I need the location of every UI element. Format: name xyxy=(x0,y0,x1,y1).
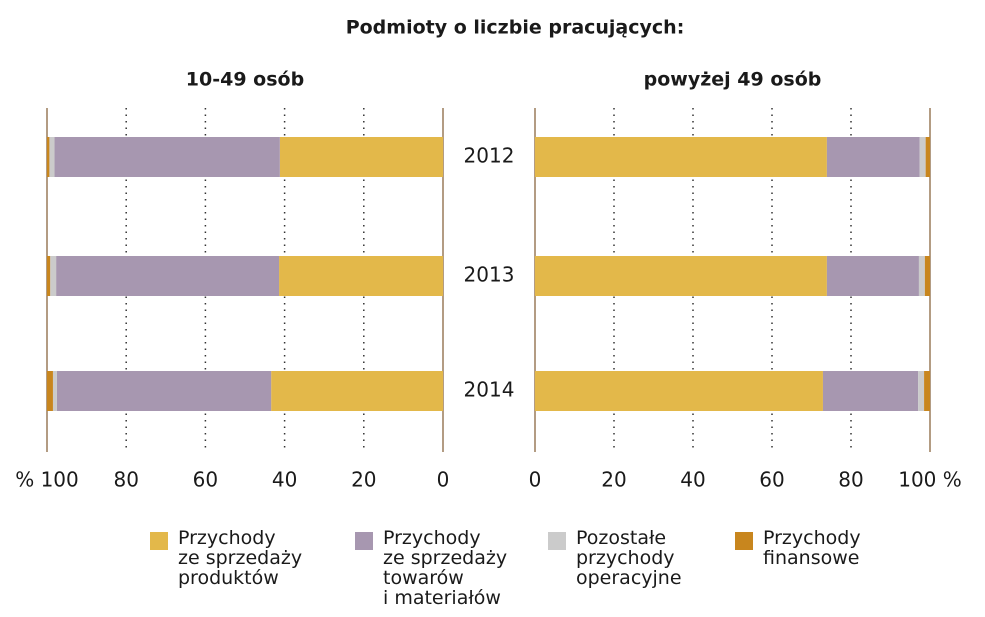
legend-label: Pozostałe przychody operacyjne xyxy=(576,527,682,589)
category-label: 2014 xyxy=(464,378,515,402)
bar-segment xyxy=(535,256,827,296)
x-tick-label: 60 xyxy=(759,468,784,492)
legend-label: Przychody ze sprzedaży towarów i materia… xyxy=(383,527,508,609)
category-label: 2013 xyxy=(464,263,515,287)
legend-swatch xyxy=(150,532,168,550)
x-tick-label: % 100 xyxy=(15,468,79,492)
x-tick-label: 80 xyxy=(838,468,863,492)
bar-segment xyxy=(925,137,930,177)
bar-segment xyxy=(47,137,50,177)
bar-segment xyxy=(49,137,55,177)
bar-segment xyxy=(47,256,51,296)
x-tick-label: 0 xyxy=(437,468,450,492)
bar-segment xyxy=(822,371,919,411)
bar-segment xyxy=(54,137,280,177)
bar-segment xyxy=(826,137,920,177)
bar-segment xyxy=(535,371,823,411)
legend-label: Przychody finansowe xyxy=(763,527,861,569)
x-tick-label: 20 xyxy=(601,468,626,492)
bar-segment xyxy=(918,256,925,296)
bar-segment xyxy=(279,137,443,177)
bar-segment xyxy=(535,137,827,177)
legend-swatch xyxy=(355,532,373,550)
bar-segment xyxy=(919,137,926,177)
chart-title: 10-49 osób xyxy=(186,69,304,91)
chart-title: powyżej 49 osób xyxy=(644,69,822,91)
bar-segment xyxy=(271,371,443,411)
bar-segment xyxy=(826,256,919,296)
x-tick-label: 40 xyxy=(272,468,297,492)
x-tick-label: 100 % xyxy=(898,468,962,492)
bar-segment xyxy=(56,256,280,296)
bar-segment xyxy=(918,371,925,411)
bar-segment xyxy=(279,256,443,296)
category-label: 2012 xyxy=(464,144,515,168)
x-tick-label: 40 xyxy=(680,468,705,492)
legend-label: Przychody ze sprzedaży produktów xyxy=(178,527,303,589)
x-tick-label: 80 xyxy=(113,468,138,492)
bar-segment xyxy=(56,371,272,411)
bar-segment xyxy=(50,256,57,296)
bar-segment xyxy=(924,256,930,296)
bar-segment xyxy=(47,371,53,411)
x-tick-label: 20 xyxy=(351,468,376,492)
x-tick-label: 60 xyxy=(193,468,218,492)
x-tick-label: 0 xyxy=(529,468,542,492)
main-title: Podmioty o liczbie pracujących: xyxy=(346,17,685,39)
legend-swatch xyxy=(735,532,753,550)
bar-segment xyxy=(924,371,930,411)
legend-swatch xyxy=(548,532,566,550)
bar-segment xyxy=(52,371,57,411)
